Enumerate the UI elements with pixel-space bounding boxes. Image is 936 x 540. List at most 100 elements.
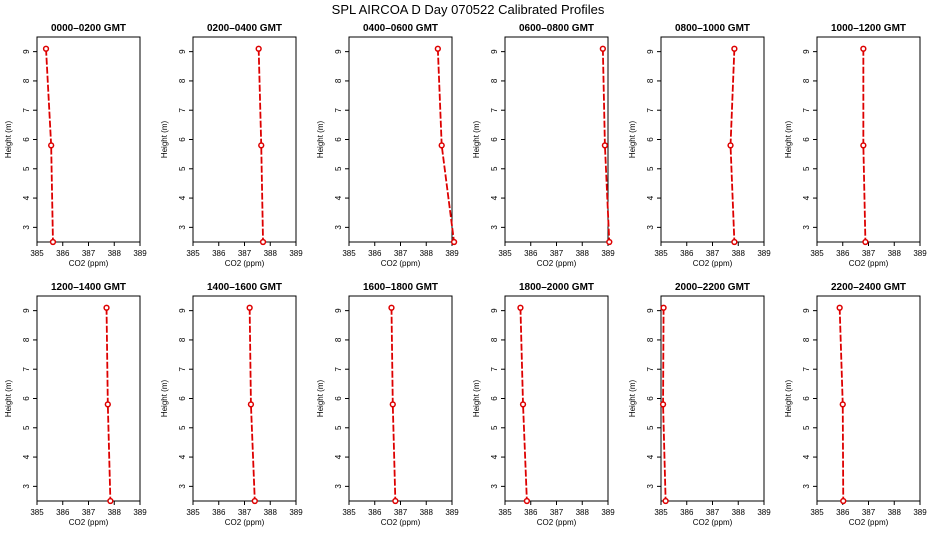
panel-title: 0600–0800 GMT (519, 23, 594, 34)
x-tick-label: 389 (913, 508, 927, 517)
data-point (601, 142, 609, 149)
y-tick-label: 6 (646, 396, 655, 401)
y-tick-label: 8 (802, 337, 811, 342)
y-tick-label: 6 (802, 396, 811, 401)
y-tick-label: 4 (490, 195, 499, 200)
y-axis-label: Height (m) (784, 379, 793, 417)
y-tick-label: 6 (490, 396, 499, 401)
y-tick-label: 4 (22, 454, 31, 459)
panel-2: 0400–0600 GMT 385 386 387 388 389 3 4 5 6 7 8 9 CO2 (… (316, 23, 459, 268)
x-tick-label: 389 (289, 508, 303, 517)
data-point (731, 45, 738, 52)
x-tick-label: 389 (289, 249, 303, 258)
panel-7: 1400–1600 GMT 385 386 387 388 389 3 4 5 6 7 8 9 CO2 (… (160, 282, 303, 527)
y-tick-label: 7 (178, 366, 187, 371)
x-tick-label: 386 (836, 249, 850, 258)
x-tick-label: 389 (601, 249, 615, 258)
y-tick-label: 7 (178, 107, 187, 112)
panel-3: 0600–0800 GMT 385 386 387 388 389 3 4 5 6 7 8 9 CO2 (… (472, 23, 615, 268)
y-tick-label: 5 (22, 166, 31, 171)
panel-4: 0800–1000 GMT 385 386 387 388 389 3 4 5 6 7 8 9 CO2 (… (628, 23, 771, 268)
y-tick-label: 8 (22, 78, 31, 83)
y-tick-label: 3 (490, 484, 499, 489)
figure-title: SPL AIRCOA D Day 070522 Calibrated Profi… (332, 2, 605, 17)
y-tick-label: 7 (646, 107, 655, 112)
x-tick-label: 385 (498, 249, 512, 258)
y-axis-label: Height (m) (160, 379, 169, 417)
x-tick-label: 386 (368, 508, 382, 517)
y-tick-label: 6 (22, 137, 31, 142)
x-axis-label: CO2 (ppm) (381, 259, 421, 268)
x-tick-label: 388 (108, 508, 122, 517)
x-tick-label: 387 (394, 508, 408, 517)
data-point (862, 238, 869, 246)
y-tick-label: 8 (646, 337, 655, 342)
x-tick-label: 387 (238, 508, 252, 517)
x-tick-label: 386 (680, 508, 694, 517)
data-point (103, 304, 110, 311)
y-tick-label: 4 (178, 195, 187, 200)
y-tick-label: 5 (802, 166, 811, 171)
data-point (246, 304, 253, 311)
plot-frame (192, 36, 297, 243)
x-tick-label: 386 (56, 249, 70, 258)
y-axis-label: Height (m) (784, 120, 793, 158)
y-tick-label: 7 (334, 107, 343, 112)
y-tick-label: 9 (490, 308, 499, 313)
plot-frame (816, 36, 921, 243)
x-tick-label: 388 (420, 508, 434, 517)
plot-frame (348, 295, 453, 502)
panel-11: 2200–2400 GMT 385 386 387 388 389 3 4 5 6 7 8 9 CO2 (… (784, 282, 927, 527)
y-tick-label: 8 (646, 78, 655, 83)
data-point (523, 497, 531, 505)
y-tick-label: 3 (802, 225, 811, 230)
y-axis-label: Height (m) (316, 120, 325, 158)
y-tick-label: 4 (334, 195, 343, 200)
x-axis-label: CO2 (ppm) (225, 518, 265, 527)
y-tick-label: 4 (334, 454, 343, 459)
x-tick-label: 388 (732, 249, 746, 258)
x-tick-label: 388 (888, 508, 902, 517)
panel-5: 1000–1200 GMT 385 386 387 388 389 3 4 5 6 7 8 9 CO2 (… (784, 23, 927, 268)
y-tick-label: 5 (178, 425, 187, 430)
y-tick-label: 8 (22, 337, 31, 342)
y-tick-label: 7 (22, 366, 31, 371)
plot-frame (348, 36, 453, 243)
x-tick-label: 386 (212, 508, 226, 517)
y-axis-label: Height (m) (628, 120, 637, 158)
panel-title: 1800–2000 GMT (519, 282, 594, 293)
x-tick-label: 387 (550, 249, 564, 258)
y-tick-label: 8 (334, 337, 343, 342)
x-tick-label: 389 (913, 249, 927, 258)
x-tick-label: 389 (601, 508, 615, 517)
y-tick-label: 3 (802, 484, 811, 489)
x-tick-label: 388 (576, 508, 590, 517)
x-tick-label: 389 (133, 249, 147, 258)
y-tick-label: 8 (334, 78, 343, 83)
y-axis-label: Height (m) (4, 120, 13, 158)
data-point (839, 401, 846, 408)
x-axis-label: CO2 (ppm) (69, 259, 109, 268)
x-tick-label: 386 (212, 249, 226, 258)
y-tick-label: 4 (802, 454, 811, 459)
panel-title: 0400–0600 GMT (363, 23, 438, 34)
data-point (438, 142, 445, 149)
y-tick-label: 8 (490, 78, 499, 83)
y-tick-label: 6 (490, 137, 499, 142)
y-tick-label: 4 (178, 454, 187, 459)
y-tick-label: 3 (334, 225, 343, 230)
y-tick-label: 7 (490, 107, 499, 112)
panel-1: 0200–0400 GMT 385 386 387 388 389 3 4 5 6 7 8 9 CO2 (… (160, 23, 303, 268)
x-tick-label: 388 (264, 249, 278, 258)
x-axis-label: CO2 (ppm) (381, 518, 421, 527)
data-point (836, 304, 843, 311)
x-tick-label: 386 (836, 508, 850, 517)
panel-title: 1000–1200 GMT (831, 23, 906, 34)
x-tick-label: 387 (82, 508, 96, 517)
panel-8: 1600–1800 GMT 385 386 387 388 389 3 4 5 6 7 8 9 CO2 (… (316, 282, 459, 527)
panel-6: 1200–1400 GMT 385 386 387 388 389 3 4 5 6 7 8 9 CO2 (… (4, 282, 147, 527)
x-axis-label: CO2 (ppm) (537, 518, 577, 527)
x-tick-label: 385 (498, 508, 512, 517)
data-point (519, 401, 527, 408)
x-tick-label: 388 (264, 508, 278, 517)
